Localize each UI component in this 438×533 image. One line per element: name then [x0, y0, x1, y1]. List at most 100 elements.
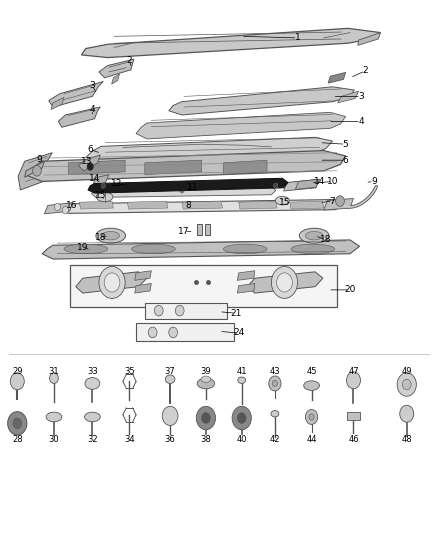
Text: 2: 2 [363, 67, 368, 75]
Polygon shape [135, 284, 151, 293]
Ellipse shape [299, 228, 329, 243]
Polygon shape [237, 284, 255, 293]
Circle shape [13, 418, 21, 429]
Text: 30: 30 [49, 435, 59, 444]
Polygon shape [92, 186, 276, 197]
FancyBboxPatch shape [136, 324, 234, 341]
Circle shape [169, 327, 177, 338]
Text: 46: 46 [348, 435, 359, 444]
Ellipse shape [85, 377, 100, 389]
Text: 5: 5 [343, 140, 349, 149]
Polygon shape [81, 28, 381, 58]
Text: 12: 12 [111, 179, 122, 188]
Text: 14: 14 [89, 174, 100, 183]
Text: 39: 39 [201, 367, 211, 376]
Text: 9: 9 [371, 177, 377, 186]
Ellipse shape [96, 192, 113, 201]
Polygon shape [58, 107, 100, 127]
Polygon shape [347, 411, 360, 420]
Polygon shape [197, 224, 202, 235]
Text: 33: 33 [87, 367, 98, 376]
Ellipse shape [132, 244, 175, 254]
Polygon shape [88, 178, 288, 193]
Text: 8: 8 [186, 201, 191, 210]
Text: 28: 28 [12, 435, 23, 444]
Text: 15: 15 [95, 191, 106, 200]
Circle shape [272, 266, 297, 298]
Circle shape [400, 405, 414, 422]
Text: 16: 16 [66, 201, 78, 210]
Text: 32: 32 [87, 435, 98, 444]
Circle shape [162, 406, 178, 425]
Circle shape [99, 266, 125, 298]
Text: 37: 37 [165, 367, 176, 376]
Circle shape [237, 413, 246, 423]
Ellipse shape [102, 231, 120, 240]
Text: 4: 4 [358, 117, 364, 126]
Circle shape [201, 413, 210, 423]
Polygon shape [78, 155, 100, 171]
Text: 35: 35 [124, 367, 135, 376]
Circle shape [8, 411, 27, 435]
Text: 34: 34 [124, 435, 135, 444]
Polygon shape [182, 201, 223, 209]
Polygon shape [295, 179, 319, 189]
Text: 29: 29 [12, 367, 22, 376]
Ellipse shape [291, 244, 335, 254]
Polygon shape [247, 272, 323, 293]
Text: 31: 31 [49, 367, 59, 376]
Polygon shape [239, 201, 277, 209]
Text: 40: 40 [237, 435, 247, 444]
Text: 3: 3 [89, 81, 95, 90]
Circle shape [104, 273, 120, 292]
Polygon shape [338, 91, 359, 103]
Polygon shape [135, 271, 151, 280]
Text: 13: 13 [81, 157, 93, 166]
Polygon shape [68, 160, 125, 174]
Polygon shape [49, 82, 103, 107]
Polygon shape [290, 201, 324, 209]
Circle shape [49, 373, 58, 383]
Text: 42: 42 [270, 435, 280, 444]
Text: 6: 6 [343, 156, 349, 165]
Circle shape [269, 376, 281, 391]
Text: 19: 19 [77, 243, 88, 252]
Ellipse shape [276, 196, 289, 205]
Circle shape [309, 414, 314, 420]
Circle shape [272, 380, 278, 386]
Text: 14: 14 [314, 177, 325, 186]
Text: 45: 45 [306, 367, 317, 376]
Ellipse shape [238, 377, 246, 383]
Polygon shape [26, 151, 346, 181]
Ellipse shape [223, 244, 267, 254]
Polygon shape [112, 74, 120, 84]
Text: 6: 6 [87, 145, 93, 154]
Circle shape [54, 203, 60, 211]
Polygon shape [358, 33, 381, 45]
Text: 9: 9 [36, 155, 42, 164]
Text: 47: 47 [348, 367, 359, 376]
Polygon shape [76, 272, 147, 293]
Text: 49: 49 [402, 367, 412, 376]
Ellipse shape [96, 228, 126, 243]
Ellipse shape [165, 375, 175, 383]
Text: 4: 4 [89, 105, 95, 114]
Circle shape [62, 206, 68, 214]
Text: 43: 43 [269, 367, 280, 376]
Text: 24: 24 [233, 328, 244, 337]
Polygon shape [145, 160, 201, 174]
Polygon shape [51, 98, 64, 110]
Circle shape [11, 373, 24, 390]
Text: 3: 3 [358, 92, 364, 101]
Polygon shape [328, 72, 346, 83]
Circle shape [196, 406, 215, 430]
Circle shape [277, 273, 292, 292]
Circle shape [148, 327, 157, 338]
Polygon shape [136, 112, 346, 139]
Polygon shape [223, 160, 267, 174]
Text: 48: 48 [402, 435, 412, 444]
Text: 44: 44 [306, 435, 317, 444]
Ellipse shape [85, 412, 100, 422]
Polygon shape [284, 179, 319, 191]
FancyBboxPatch shape [70, 265, 337, 307]
